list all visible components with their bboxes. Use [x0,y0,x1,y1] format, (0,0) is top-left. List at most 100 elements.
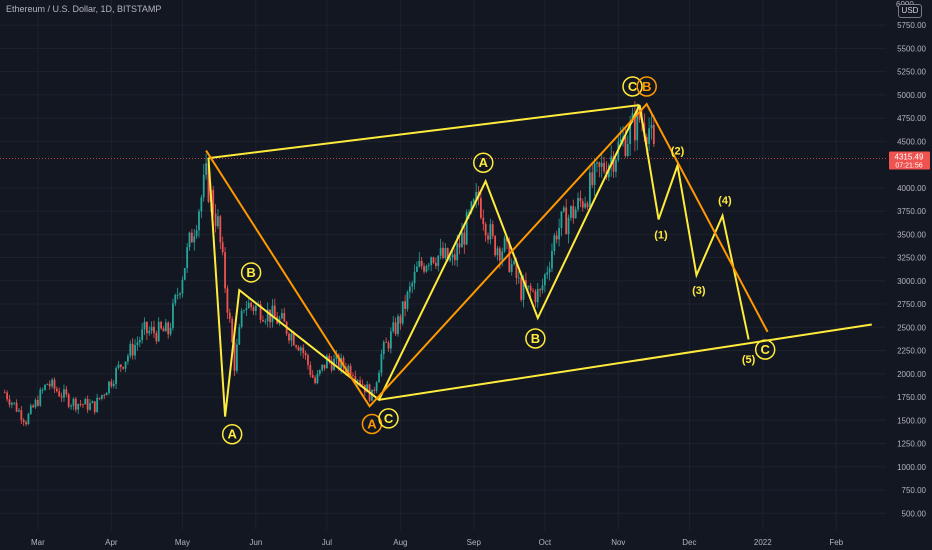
wave-label-circle [525,328,546,349]
candle-body [157,321,160,342]
candle-body [250,302,253,307]
candle-body [119,364,122,367]
price-tick-label: 2000.00 [897,370,926,379]
candle-body [522,280,525,300]
time-tick-label: Mar [31,538,45,547]
wave-label-text: A [227,427,237,442]
candle-body [529,285,532,291]
yellow-channel-top [208,104,640,160]
candle-body [44,384,46,390]
orange-wave [205,102,769,408]
candle-body [427,265,430,267]
candle-body [439,247,442,256]
candle-body [619,139,622,142]
candle-body [510,264,513,272]
candle-body [105,392,108,396]
price-axis[interactable]: 5750.00 5500.00 5250.00 5000.00 4750.00 4500.… [897,21,926,518]
candle-body [404,301,406,309]
candle-body [15,402,18,412]
candle-body [115,368,117,385]
candle-body [195,230,198,237]
candle-body [176,294,179,296]
candle-body [110,381,113,387]
price-tick-label: 500.00 [902,509,927,518]
candle-body [259,304,262,320]
candle-body [598,162,601,167]
candle-body [153,326,155,334]
currency-button[interactable]: USD [898,4,922,18]
candle-body [32,405,35,408]
candle-body [411,283,414,287]
candle-body [155,333,158,342]
candle-body [408,286,411,292]
candle-body [240,310,243,327]
candle-body [397,316,399,335]
candle-body [29,405,32,414]
candle-body [652,124,655,145]
wave-label-text: (1) [654,229,668,241]
candle-body [238,326,241,345]
wave-label-text: A [479,155,489,170]
candle-body [406,291,409,309]
candle-body [446,248,449,261]
candle-body [517,277,520,279]
price-tick-label: 4500.00 [897,137,926,146]
candle-body [548,268,551,273]
price-tick-label: 5000.00 [897,91,926,100]
candle-body [63,389,65,398]
candle-body [20,410,23,420]
candle-body [546,272,549,275]
candle-body [416,266,418,272]
time-tick-label: Sep [467,538,482,547]
price-tick-label: 1500.00 [897,416,926,425]
time-axis[interactable]: Mar Apr May Jun Jul Aug Sep Oct Nov Dec 2022 Feb [31,538,844,547]
candle-body [212,189,215,214]
candle-body [235,344,238,371]
candle-body [245,308,248,310]
candle-body [572,206,575,219]
candle-body [567,217,570,235]
candle-body [418,260,421,267]
candle-body [79,403,82,405]
candle-body [10,402,13,405]
candle-body [299,347,302,351]
candle-body [399,316,402,324]
candle-body [648,128,651,144]
candle-body [326,355,328,369]
time-tick-label: Oct [539,538,552,547]
candle-body [117,364,120,369]
wave-label-circle [378,408,399,429]
candle-body [13,402,16,404]
candle-body [103,395,106,396]
wave-label-circle [473,152,494,173]
candle-body [520,277,523,300]
candle-body [352,375,354,377]
time-tick-label: Aug [393,538,407,547]
candle-body [269,309,271,323]
candle-body [560,211,563,228]
candle-body [51,379,54,387]
candle-body [127,355,129,362]
candle-body [553,235,556,251]
price-tick-label: 1250.00 [897,440,926,449]
candle-body [264,320,267,322]
candle-body [475,191,478,200]
candle-body [314,377,316,384]
candle-body [551,250,553,269]
candle-body [46,383,49,385]
candle-body [465,212,468,245]
candle-body [615,159,617,172]
candle-body [205,163,208,175]
candle-body [480,198,482,218]
candle-body [558,227,560,240]
price-tick-label: 4750.00 [897,114,926,123]
candle-body [307,355,309,366]
candle-body [581,201,584,208]
candle-body [342,357,345,368]
candle-body [60,396,63,398]
candle-body [96,397,99,413]
candle-body [610,156,613,166]
candle-body [574,209,577,219]
candle-body [18,410,20,412]
